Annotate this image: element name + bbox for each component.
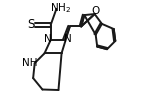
Text: O: O [91, 6, 99, 16]
Text: S: S [27, 18, 34, 31]
Text: NH: NH [22, 58, 37, 68]
Text: N: N [44, 34, 52, 44]
Text: NH$_2$: NH$_2$ [50, 1, 71, 15]
Text: N: N [64, 34, 71, 44]
